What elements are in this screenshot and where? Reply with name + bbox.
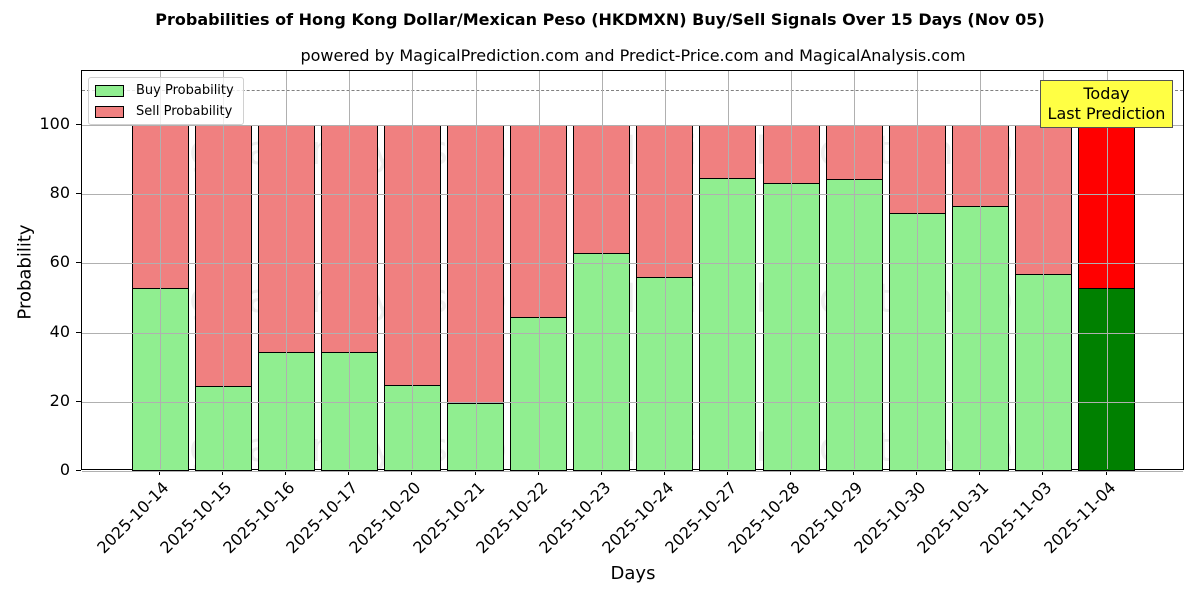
gridline-v xyxy=(160,71,161,469)
gridline-v xyxy=(412,71,414,469)
legend-label-sell: Sell Probability xyxy=(136,104,233,119)
gridline-v xyxy=(917,71,919,469)
x-tick-mark xyxy=(726,470,728,475)
x-tick-mark xyxy=(411,470,413,475)
y-tick-label: 60 xyxy=(49,252,70,272)
chart-title: Probabilities of Hong Kong Dollar/Mexica… xyxy=(155,10,1045,29)
y-tick-mark xyxy=(76,400,81,402)
y-tick-label: 100 xyxy=(39,114,70,133)
x-tick-mark xyxy=(1105,470,1107,475)
gridline-v xyxy=(791,71,792,469)
y-tick-mark xyxy=(76,124,81,125)
y-tick-label: 0 xyxy=(59,460,70,479)
y-tick-mark xyxy=(76,193,81,195)
gridline-v xyxy=(223,71,225,469)
y-tick-label: 40 xyxy=(49,321,70,341)
x-tick-mark xyxy=(1042,470,1044,475)
gridline-h xyxy=(82,125,1183,126)
legend-item-sell: Sell Probability xyxy=(95,104,232,119)
x-tick-mark xyxy=(600,470,602,475)
reference-dashed-line xyxy=(82,90,1183,91)
annotation-line-2: Last Prediction xyxy=(1047,104,1166,123)
gridline-v xyxy=(1106,71,1108,469)
x-tick-mark xyxy=(537,470,539,475)
x-tick-mark xyxy=(663,470,665,475)
gridline-h xyxy=(82,401,1183,403)
y-tick-label: 80 xyxy=(49,183,70,203)
x-tick-mark xyxy=(916,470,918,475)
sell-swatch-icon xyxy=(95,105,124,118)
legend-item-buy: Buy Probability xyxy=(95,83,234,98)
gridline-v xyxy=(475,71,477,469)
x-tick-mark xyxy=(853,470,855,475)
x-tick-mark xyxy=(159,470,160,475)
gridline-v xyxy=(664,71,666,469)
annotation-line-1: Today xyxy=(1083,84,1130,103)
gridline-v xyxy=(349,71,351,469)
today-annotation: Today Last Prediction xyxy=(1040,80,1173,128)
x-tick-mark xyxy=(222,470,224,475)
gridline-h xyxy=(82,332,1183,334)
x-tick-mark xyxy=(285,470,287,475)
gridline-h xyxy=(82,471,1183,472)
gridline-v xyxy=(854,71,856,469)
gridline-v xyxy=(980,71,982,469)
x-tick-mark xyxy=(790,470,791,475)
gridline-v xyxy=(538,71,540,469)
gridline-v xyxy=(601,71,603,469)
x-tick-mark xyxy=(348,470,350,475)
chart-subtitle: powered by MagicalPrediction.com and Pre… xyxy=(300,46,966,65)
buy-swatch-icon xyxy=(95,84,124,97)
x-tick-mark xyxy=(474,470,476,475)
gridline-v xyxy=(727,71,729,469)
x-tick-mark xyxy=(979,470,981,475)
y-tick-mark xyxy=(76,331,81,333)
plot-area xyxy=(81,70,1184,472)
x-axis-label: Days xyxy=(610,563,656,584)
gridline-h xyxy=(82,263,1183,265)
y-axis-label: Probability xyxy=(14,224,36,320)
gridline-h xyxy=(82,194,1183,196)
legend: Buy Probability Sell Probability xyxy=(88,77,244,125)
y-tick-label: 20 xyxy=(49,390,70,410)
gridline-v xyxy=(286,71,288,469)
legend-label-buy: Buy Probability xyxy=(136,83,234,98)
gridline-v xyxy=(1043,71,1045,469)
y-tick-mark xyxy=(76,262,81,264)
y-tick-mark xyxy=(76,470,81,471)
